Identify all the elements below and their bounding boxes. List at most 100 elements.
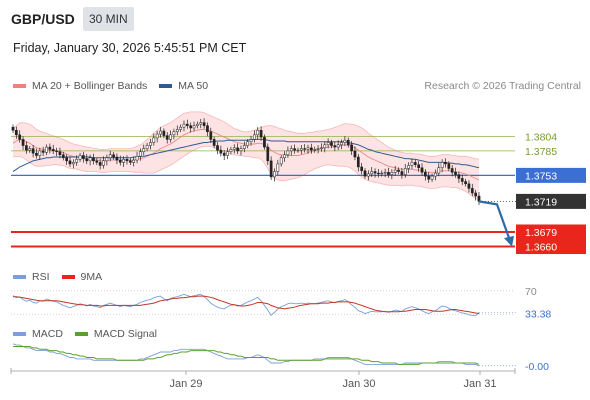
candle-body	[467, 183, 471, 189]
candle-body	[259, 129, 263, 138]
legend-item-ma50: MA 50	[159, 80, 208, 92]
candle-body	[75, 159, 79, 163]
candle-body	[306, 147, 310, 150]
legend-item-bollinger: MA 20 + Bollinger Bands	[13, 80, 147, 92]
candle-body	[85, 158, 89, 162]
candle-body	[78, 155, 82, 160]
candle-body	[256, 129, 260, 136]
candle-body	[276, 163, 280, 172]
candle-body	[370, 171, 374, 175]
candle-body	[192, 125, 196, 129]
bollinger-swatch-icon	[13, 84, 26, 88]
ma50-line	[12, 138, 480, 173]
candle-body	[403, 168, 407, 175]
level-label-support: 1.3679	[516, 224, 586, 240]
candle-body	[139, 151, 142, 157]
level-label-box	[516, 224, 586, 240]
candle-body	[212, 139, 216, 146]
candle-body	[202, 122, 206, 126]
candle-body	[286, 150, 290, 155]
candle-body	[145, 145, 149, 149]
candle-body	[424, 172, 427, 177]
candle-body	[149, 142, 152, 146]
candle-body	[21, 139, 25, 146]
candle-body	[226, 151, 229, 156]
candle-body	[434, 172, 437, 177]
candle-body	[65, 157, 68, 162]
candle-body	[162, 130, 166, 136]
candle-body	[189, 125, 193, 129]
candle-body	[266, 146, 270, 162]
x-tick-label: Jan 31	[463, 378, 496, 390]
level-label-box	[516, 167, 586, 183]
candle-body	[142, 148, 146, 152]
macd-last-value: -0.00	[525, 361, 549, 373]
level-label-text: 1.3660	[525, 242, 557, 254]
timeframe-badge[interactable]: 30 MIN	[83, 7, 134, 31]
candle-body	[283, 154, 286, 159]
candle-body	[310, 147, 313, 151]
candle-body	[222, 152, 226, 156]
candle-body	[249, 139, 253, 142]
candle-body	[242, 145, 246, 149]
macd-swatch-icon	[13, 332, 26, 336]
legend-item-macd-signal: MACD Signal	[74, 328, 157, 340]
candle-body	[450, 168, 454, 173]
candle-body	[383, 172, 387, 174]
candle-body	[460, 178, 464, 182]
price-legend: MA 20 + Bollinger Bands MA 50	[13, 80, 220, 92]
candle-body	[35, 152, 38, 156]
candle-body	[353, 150, 357, 158]
candle-body	[246, 141, 250, 146]
rsi-ma-line	[13, 295, 480, 315]
legend-item-rsi: RSI	[13, 271, 50, 283]
candle-body	[31, 148, 35, 154]
rsi-tick-70: 70	[525, 286, 537, 298]
candle-body	[377, 172, 380, 175]
candle-body	[333, 145, 337, 148]
candle-body	[45, 146, 48, 153]
candle-body	[340, 142, 343, 146]
candle-body	[25, 145, 28, 151]
candle-body	[326, 142, 330, 146]
candle-body	[336, 144, 340, 148]
candle-body	[209, 131, 213, 140]
candle-body	[185, 123, 189, 126]
candle-body	[55, 150, 58, 152]
candle-body	[175, 129, 179, 133]
level-label-support: 1.3660	[516, 239, 586, 255]
candle-body	[132, 159, 136, 163]
candle-body	[360, 166, 364, 172]
candle-body	[413, 162, 417, 165]
candle-body	[152, 137, 156, 143]
candle-body	[88, 157, 92, 162]
candle-body	[420, 167, 424, 173]
candle-body	[373, 171, 377, 174]
candle-body	[320, 147, 323, 149]
level-label-resistance: 1.3804	[525, 131, 557, 143]
candle-body	[263, 136, 266, 148]
candle-body	[232, 147, 236, 150]
bollinger-lower-line	[12, 145, 480, 201]
candle-body	[390, 172, 394, 175]
candle-body	[236, 147, 239, 152]
candle-body	[387, 172, 390, 175]
candle-body	[380, 172, 384, 175]
legend-label-macd: MACD	[32, 328, 63, 340]
candle-body	[165, 135, 169, 140]
candle-body	[279, 157, 283, 165]
candle-body	[28, 148, 32, 151]
candle-body	[440, 162, 444, 168]
level-label-box	[516, 193, 586, 209]
bollinger-upper-line	[12, 111, 480, 160]
level-label-text: 1.3785	[525, 146, 557, 158]
candle-body	[363, 170, 367, 177]
candle-body	[15, 129, 18, 136]
legend-label-rsi: RSI	[32, 271, 50, 283]
candle-body	[128, 160, 132, 163]
level-label-text: 1.3804	[525, 131, 557, 143]
candle-body	[427, 175, 431, 180]
candle-body	[102, 160, 105, 166]
level-label-last: 1.3719	[516, 193, 586, 209]
